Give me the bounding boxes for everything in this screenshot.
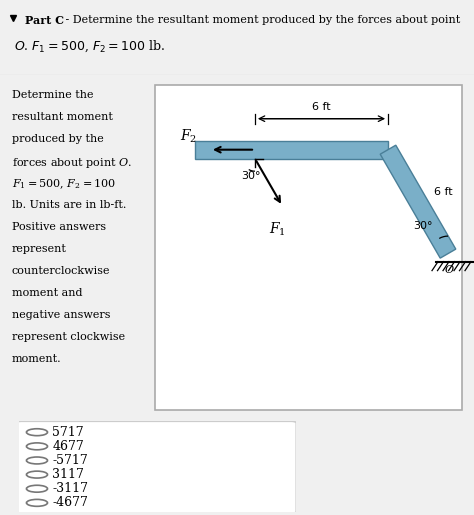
Text: moment.: moment.	[12, 354, 62, 364]
Text: resultant moment: resultant moment	[12, 112, 113, 122]
Text: produced by the: produced by the	[12, 134, 104, 144]
Text: 4677: 4677	[52, 440, 84, 453]
Bar	[155, 84, 462, 410]
Text: $O$. $F_1 = 500$, $F_2 = 100$ lb.: $O$. $F_1 = 500$, $F_2 = 100$ lb.	[14, 39, 165, 54]
Bar	[195, 141, 388, 159]
Text: -4677: -4677	[52, 496, 88, 509]
Text: represent: represent	[12, 244, 67, 254]
Text: forces about point $O$.: forces about point $O$.	[12, 156, 132, 169]
Text: -5717: -5717	[52, 454, 88, 467]
Text: 6 ft: 6 ft	[312, 101, 331, 112]
FancyBboxPatch shape	[16, 421, 296, 513]
Polygon shape	[380, 145, 456, 258]
Text: $F_1$: $F_1$	[269, 220, 286, 238]
Text: $O$: $O$	[444, 263, 455, 274]
Text: lb. Units are in lb-ft.: lb. Units are in lb-ft.	[12, 200, 127, 210]
Text: counterclockwise: counterclockwise	[12, 266, 110, 276]
Text: -3117: -3117	[52, 482, 88, 495]
Text: - Determine the resultant moment produced by the forces about point: - Determine the resultant moment produce…	[62, 15, 460, 25]
Text: represent clockwise: represent clockwise	[12, 332, 125, 342]
Text: 6 ft: 6 ft	[434, 186, 453, 197]
Text: $F_2$: $F_2$	[180, 127, 197, 145]
Text: negative answers: negative answers	[12, 310, 110, 320]
Text: 30°: 30°	[413, 220, 432, 231]
Text: moment and: moment and	[12, 288, 82, 298]
Text: 30°: 30°	[241, 170, 261, 181]
Text: $F_1 = 500$, $F_2 = 100$: $F_1 = 500$, $F_2 = 100$	[12, 178, 116, 191]
Text: Determine the: Determine the	[12, 90, 93, 100]
Text: Positive answers: Positive answers	[12, 221, 106, 232]
Text: 3117: 3117	[52, 468, 84, 481]
Text: Part C: Part C	[25, 15, 64, 26]
Text: 5717: 5717	[52, 426, 84, 439]
